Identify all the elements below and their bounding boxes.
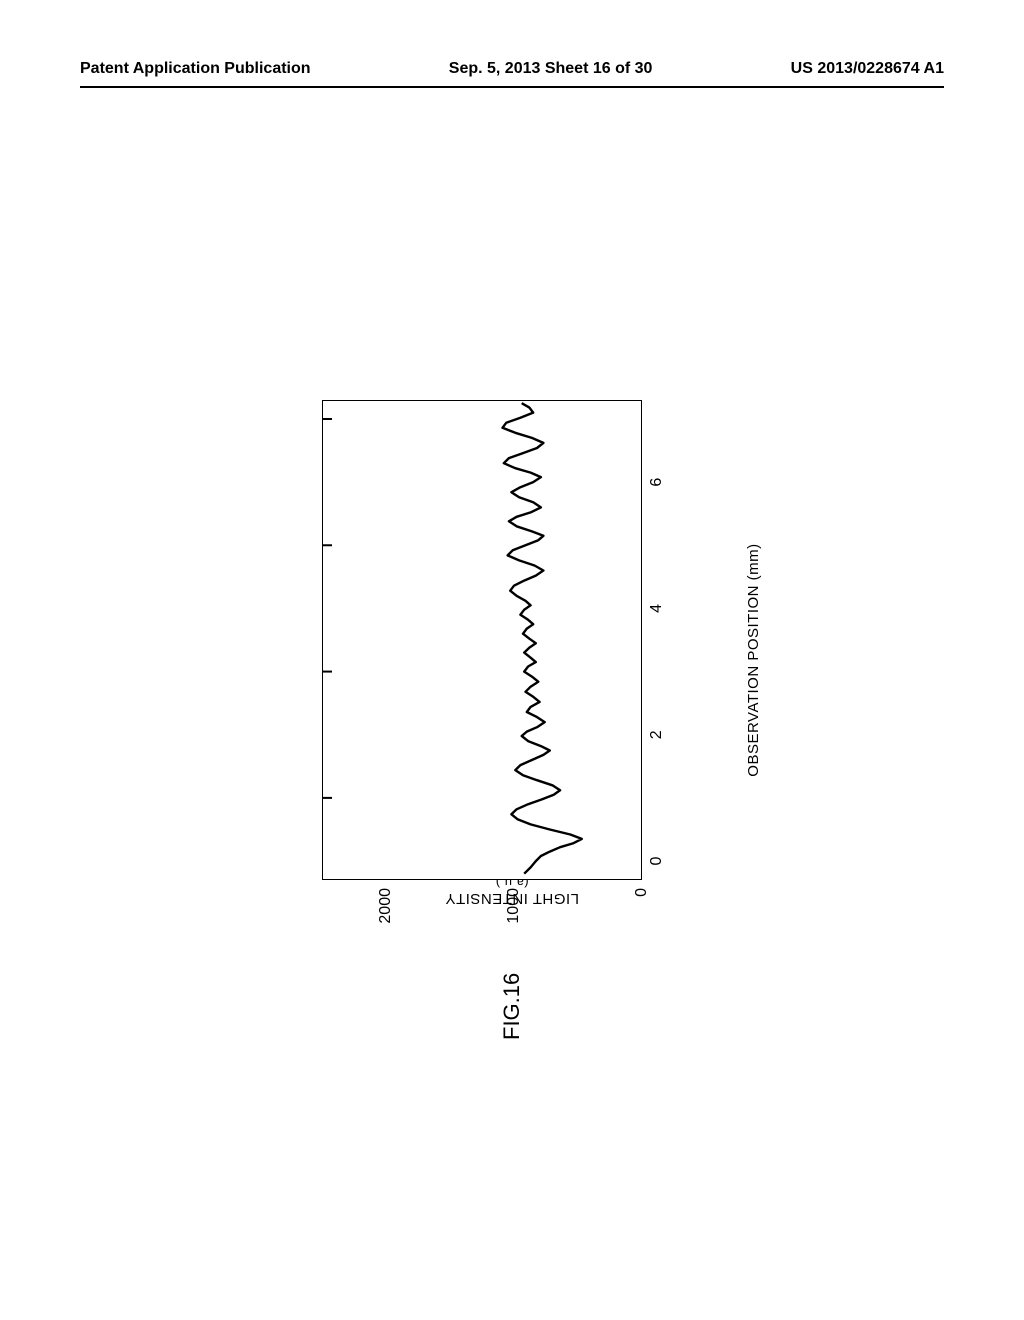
figure-label: FIG.16 [499, 973, 525, 1040]
line-chart [322, 400, 642, 880]
x-tick-label: 0 [648, 857, 666, 866]
x-tick-label: 4 [648, 604, 666, 613]
x-axis-label: OBSERVATION POSITION (mm) [745, 370, 762, 950]
header-right: US 2013/0228674 A1 [791, 60, 944, 78]
y-tick-label: 2000 [377, 888, 395, 924]
header-left: Patent Application Publication [80, 60, 311, 78]
header-center: Sep. 5, 2013 Sheet 16 of 30 [449, 60, 653, 78]
x-tick-label: 6 [648, 478, 666, 487]
plot-area: 0100020000246 [322, 400, 642, 880]
y-tick-label: 1000 [505, 888, 523, 924]
y-tick-label: 0 [633, 888, 651, 897]
x-tick-label: 2 [648, 730, 666, 739]
y-axis-label-line1: LIGHT [533, 890, 579, 907]
figure-area: FIG.16 LIGHT INTENSITY (a.u.) 0100020000… [302, 370, 722, 950]
header-rule [80, 86, 944, 88]
page-header: Patent Application Publication Sep. 5, 2… [0, 60, 1024, 78]
